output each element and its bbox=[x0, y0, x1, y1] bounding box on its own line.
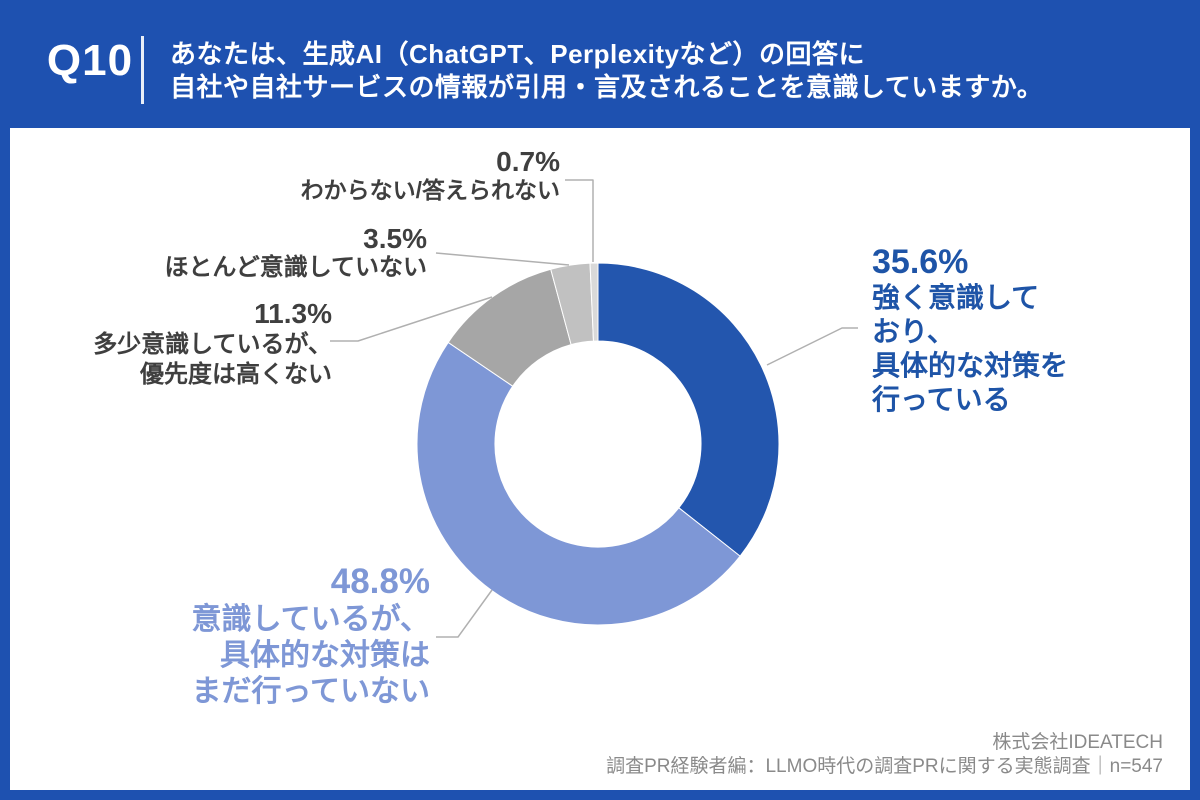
leader-line-seg1 bbox=[766, 327, 858, 366]
chart-panel bbox=[10, 128, 1190, 790]
callout-seg5-line: わからない/答えられない bbox=[300, 177, 560, 203]
callout-seg3-line: 多少意識しているが、 bbox=[93, 331, 332, 358]
callout-seg3-percent: 11.3% bbox=[254, 298, 332, 329]
callout-seg2-line: 具体的な対策は bbox=[220, 639, 430, 672]
callout-seg1-line: おり、 bbox=[872, 316, 955, 347]
question-text: あなたは、生成AI（ChatGPT、Perplexityなど）の回答に 自社や自… bbox=[170, 38, 1043, 104]
callout-seg2-line: 意識しているが、 bbox=[191, 603, 431, 636]
leader-line-seg4 bbox=[435, 252, 570, 266]
question-text-line2: 自社や自社サービスの情報が引用・言及されることを意識していますか。 bbox=[170, 72, 1044, 102]
callout-seg1-line: 行っている bbox=[872, 384, 1011, 415]
callout-seg1-line: 強く意識して bbox=[872, 282, 1040, 313]
callout-seg4-percent: 3.5% bbox=[363, 223, 427, 254]
callout-seg1-line: 具体的な対策を bbox=[872, 350, 1069, 381]
question-text-line1: あなたは、生成AI（ChatGPT、Perplexityなど）の回答に bbox=[170, 39, 866, 69]
header-divider bbox=[141, 36, 144, 104]
footer-company: 株式会社IDEATECH bbox=[992, 732, 1163, 753]
callout-seg1-percent: 35.6% bbox=[872, 243, 969, 281]
leader-line-seg2 bbox=[436, 589, 493, 638]
question-number: Q10 bbox=[46, 36, 134, 85]
footer-source: 調査PR経験者編：LLMO時代の調査PRに関する実態調査｜n=547 bbox=[606, 756, 1163, 777]
callout-seg4: 3.5% ほとんど意識していない bbox=[147, 224, 427, 282]
question-header: Q10 あなたは、生成AI（ChatGPT、Perplexityなど）の回答に … bbox=[0, 0, 1200, 128]
callout-seg5-percent: 0.7% bbox=[496, 146, 560, 177]
donut-segment-2 bbox=[416, 341, 741, 626]
callout-seg2-percent: 48.8% bbox=[330, 562, 430, 601]
leader-line-seg3 bbox=[330, 296, 493, 342]
footer-credit: 株式会社IDEATECH 調査PR経験者編：LLMO時代の調査PRに関する実態調… bbox=[606, 731, 1163, 779]
leader-line-seg5 bbox=[565, 179, 594, 262]
callout-seg3-line: 優先度は高くない bbox=[140, 361, 332, 388]
callout-seg2-line: まだ行っていない bbox=[191, 675, 431, 708]
donut-chart bbox=[416, 262, 780, 626]
donut-segment-5 bbox=[589, 262, 599, 342]
callout-seg1: 35.6% 強く意識して おり、 具体的な対策を 行っている bbox=[872, 243, 1122, 417]
callout-seg3: 11.3% 多少意識しているが、 優先度は高くない bbox=[55, 298, 332, 390]
donut-segment-1 bbox=[597, 262, 780, 557]
callout-seg2: 48.8% 意識しているが、 具体的な対策は まだ行っていない bbox=[138, 562, 431, 710]
callout-seg4-line: ほとんど意識していない bbox=[164, 254, 427, 281]
callout-seg5: 0.7% わからない/答えられない bbox=[270, 147, 560, 204]
